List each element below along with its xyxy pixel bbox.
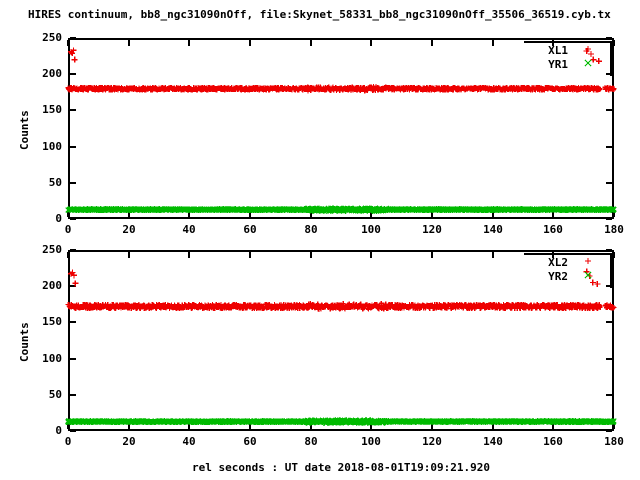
y-tick-mark <box>70 249 76 251</box>
x-tick-mark-top <box>128 252 130 258</box>
y-tick-mark <box>70 37 76 39</box>
y-tick-label: 200 <box>42 67 62 80</box>
x-tick-mark-top <box>492 40 494 46</box>
x-tick-mark <box>249 211 251 217</box>
x-tick-mark <box>492 423 494 429</box>
x-tick-mark <box>552 423 554 429</box>
y-tick-mark <box>70 218 76 220</box>
x-tick-mark <box>552 211 554 217</box>
y-tick-mark <box>70 358 76 360</box>
x-tick-mark-top <box>492 252 494 258</box>
legend-label-xl2: XL2 <box>548 256 568 269</box>
x-tick-label: 60 <box>243 223 257 236</box>
x-tick-mark <box>431 211 433 217</box>
x-tick-label: 100 <box>361 223 381 236</box>
y-tick-label: 100 <box>42 352 62 365</box>
x-tick-mark-top <box>431 40 433 46</box>
x-tick-label: 120 <box>422 223 442 236</box>
x-tick-mark <box>370 211 372 217</box>
x-tick-mark <box>188 211 190 217</box>
x-tick-label: 100 <box>361 435 381 448</box>
x-tick-label: 120 <box>422 435 442 448</box>
x-tick-label: 160 <box>543 223 563 236</box>
x-tick-mark-top <box>613 40 615 46</box>
x-tick-label: 80 <box>304 435 318 448</box>
x-tick-mark-top <box>431 252 433 258</box>
x-tick-mark-top <box>128 40 130 46</box>
legend-label-yr2: YR2 <box>548 270 568 283</box>
y-tick-label: 50 <box>48 388 62 401</box>
x-tick-mark-top <box>310 252 312 258</box>
y-tick-label: 250 <box>42 31 62 44</box>
x-tick-mark-top <box>188 252 190 258</box>
x-tick-mark-top <box>249 40 251 46</box>
y-tick-mark-right <box>606 430 612 432</box>
x-tick-mark <box>613 423 615 429</box>
y-tick-mark-right <box>606 249 612 251</box>
x-tick-label: 140 <box>483 223 503 236</box>
y-tick-mark <box>70 182 76 184</box>
y-tick-mark-right <box>606 358 612 360</box>
y-tick-label: 150 <box>42 315 62 328</box>
y-tick-mark-right <box>606 146 612 148</box>
x-tick-label: 0 <box>64 435 72 448</box>
x-tick-mark <box>613 211 615 217</box>
legend-label-yr1: YR1 <box>548 58 568 71</box>
x-tick-mark <box>431 423 433 429</box>
x-tick-mark-top <box>370 40 372 46</box>
x-tick-mark <box>310 211 312 217</box>
x-tick-mark-top <box>613 252 615 258</box>
y-tick-label: 50 <box>48 176 62 189</box>
x-tick-mark <box>188 423 190 429</box>
x-tick-label: 40 <box>182 223 196 236</box>
x-tick-label: 60 <box>243 435 257 448</box>
y-tick-mark <box>70 394 76 396</box>
x-tick-mark <box>67 423 69 429</box>
x-tick-label: 20 <box>122 223 136 236</box>
y-tick-label: 200 <box>42 279 62 292</box>
x-tick-mark <box>128 211 130 217</box>
x-tick-mark <box>492 211 494 217</box>
y-tick-mark <box>70 73 76 75</box>
y-tick-mark <box>70 146 76 148</box>
y-tick-mark <box>70 109 76 111</box>
y-tick-label: 250 <box>42 243 62 256</box>
x-tick-mark-top <box>67 40 69 46</box>
x-tick-mark <box>67 211 69 217</box>
legend-label-xl1: XL1 <box>548 44 568 57</box>
y-tick-label: 150 <box>42 103 62 116</box>
x-tick-mark-top <box>370 252 372 258</box>
x-tick-mark-top <box>310 40 312 46</box>
x-tick-mark-top <box>249 252 251 258</box>
x-tick-label: 80 <box>304 223 318 236</box>
x-axis-label-bottom: rel seconds : UT date 2018-08-01T19:09:2… <box>191 461 490 474</box>
x-tick-mark <box>310 423 312 429</box>
y-tick-mark-right <box>606 394 612 396</box>
y-tick-mark-right <box>606 182 612 184</box>
x-tick-mark <box>370 423 372 429</box>
y-tick-mark-right <box>606 37 612 39</box>
x-tick-mark-top <box>188 40 190 46</box>
y-tick-mark <box>70 430 76 432</box>
page-title: HIRES continuum, bb8_ngc31090nOff, file:… <box>28 8 611 21</box>
y-tick-mark <box>70 321 76 323</box>
y-tick-mark <box>70 285 76 287</box>
x-tick-mark-top <box>67 252 69 258</box>
x-tick-label: 20 <box>122 435 136 448</box>
x-tick-label: 160 <box>543 435 563 448</box>
x-tick-label: 40 <box>182 435 196 448</box>
y-tick-mark-right <box>606 218 612 220</box>
x-tick-label: 180 <box>604 223 624 236</box>
x-tick-label: 140 <box>483 435 503 448</box>
x-tick-label: 0 <box>64 223 72 236</box>
x-tick-mark <box>249 423 251 429</box>
y-tick-label: 100 <box>42 140 62 153</box>
x-tick-label: 180 <box>604 435 624 448</box>
y-tick-mark-right <box>606 109 612 111</box>
y-tick-mark-right <box>606 321 612 323</box>
x-tick-mark <box>128 423 130 429</box>
